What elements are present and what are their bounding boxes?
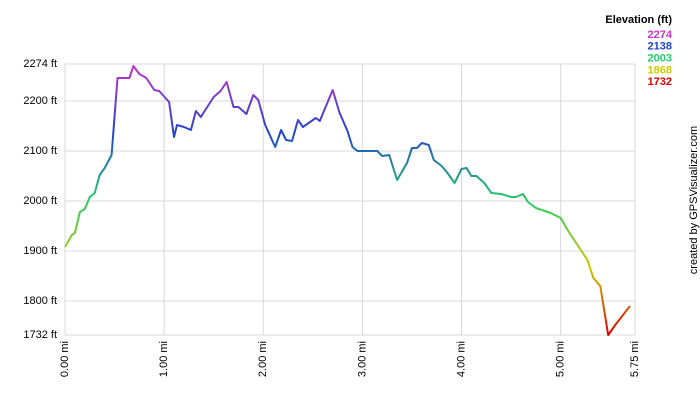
legend-value: 1868 — [648, 64, 672, 76]
legend-title: Elevation (ft) — [605, 14, 672, 26]
legend-value: 2274 — [648, 29, 673, 41]
x-tick-label: 5.75 mi — [629, 341, 641, 377]
x-tick-label: 1.00 mi — [158, 341, 170, 377]
y-tick-label: 2100 ft — [23, 145, 57, 157]
x-tick-label: 4.00 mi — [455, 341, 467, 377]
x-tick-label: 0.00 mi — [59, 341, 71, 377]
legend-value: 2003 — [648, 53, 672, 65]
credit: created by GPSVisualizer.com — [688, 126, 700, 274]
y-tick-label: 2274 ft — [23, 58, 57, 70]
y-tick-label: 2000 ft — [23, 195, 57, 207]
x-tick-label: 3.00 mi — [356, 341, 368, 377]
elevation-line — [64, 65, 631, 336]
x-tick-label: 2.00 mi — [257, 341, 269, 377]
y-tick-label: 1800 ft — [23, 295, 57, 307]
y-tick-label: 1900 ft — [23, 245, 57, 257]
x-tick-label: 5.00 mi — [555, 341, 567, 377]
y-tick-label: 1732 ft — [23, 329, 57, 341]
legend-value: 2138 — [648, 41, 672, 53]
y-tick-label: 2200 ft — [23, 95, 57, 107]
legend-value: 1732 — [648, 76, 672, 88]
